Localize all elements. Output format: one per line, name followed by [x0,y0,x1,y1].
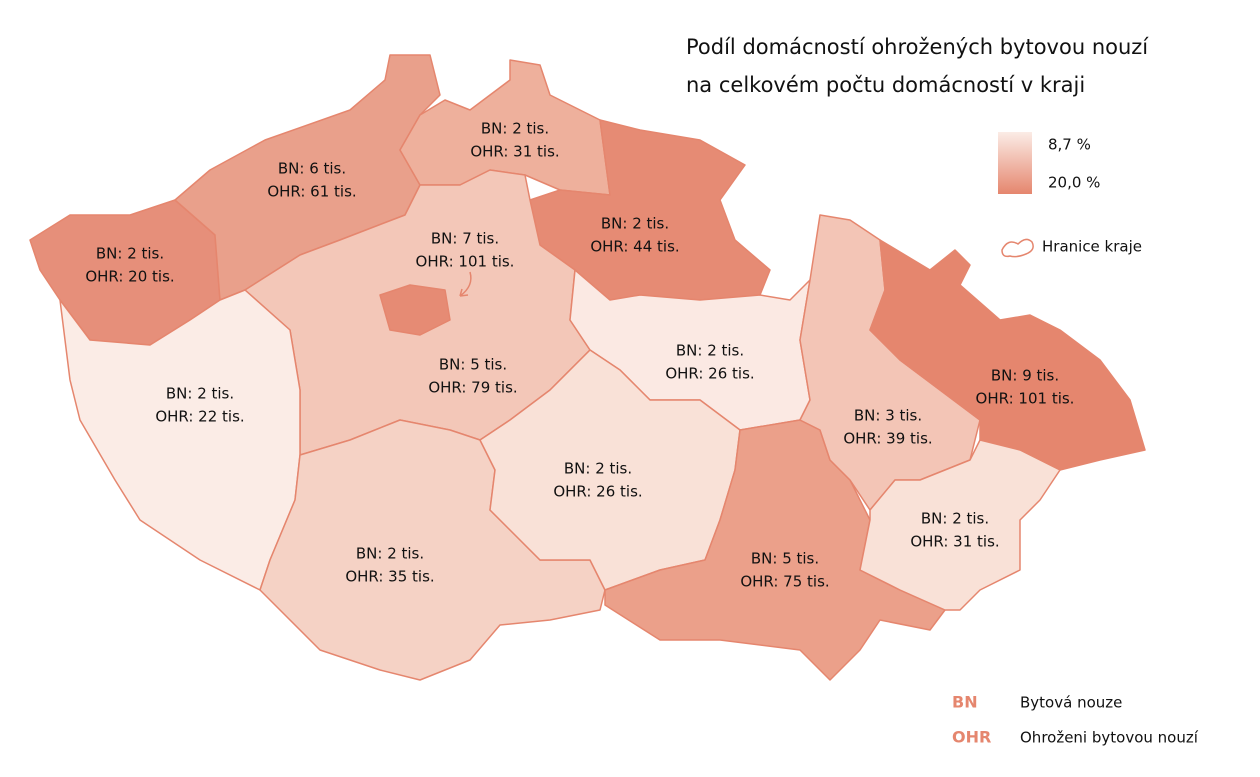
border-label: Hranice kraje [1042,238,1142,256]
abbr: OHR [952,728,991,747]
region [259,419,606,681]
region-bn: BN: 2 tis. [481,120,549,138]
region-ohr: OHR: 61 tis. [267,183,356,201]
title-line: Podíl domácností ohrožených bytovou nouz… [686,35,1149,59]
region-bn: BN: 7 tis. [431,230,499,248]
region-bn: BN: 2 tis. [921,510,989,528]
region-ohr: OHR: 31 tis. [470,143,559,161]
abbr-text: Ohroženi bytovou nouzí [1020,729,1199,747]
region-ohr: OHR: 79 tis. [428,379,517,397]
region-bn: BN: 5 tis. [439,356,507,374]
region-bn: BN: 2 tis. [676,342,744,360]
region-ohr: OHR: 75 tis. [740,573,829,591]
region-ohr: OHR: 35 tis. [345,568,434,586]
color-scale [998,132,1032,194]
region-bn: BN: 3 tis. [854,407,922,425]
abbr-text: Bytová nouze [1020,694,1122,712]
region-bn: BN: 2 tis. [166,385,234,403]
region [859,439,1061,611]
scale-low: 8,7 % [1048,136,1091,154]
region-ohr: OHR: 101 tis. [416,253,515,271]
region-bn: BN: 2 tis. [356,545,424,563]
border-icon [1001,238,1034,258]
region-ohr: OHR: 101 tis. [976,390,1075,408]
region-ohr: OHR: 44 tis. [590,238,679,256]
abbr: BN [952,693,978,712]
region-ohr: OHR: 26 tis. [665,365,754,383]
region-ohr: OHR: 31 tis. [910,533,999,551]
region-ohr: OHR: 26 tis. [553,483,642,501]
region [379,284,451,336]
scale-high: 20,0 % [1048,174,1100,192]
region-bn: BN: 2 tis. [601,215,669,233]
region-ohr: OHR: 22 tis. [155,408,244,426]
region-ohr: OHR: 39 tis. [843,430,932,448]
region-bn: BN: 5 tis. [751,550,819,568]
region [869,239,1146,471]
region-bn: BN: 9 tis. [991,367,1059,385]
title-line: na celkovém počtu domácností v kraji [686,73,1085,97]
prague-arrow [459,271,472,297]
region-bn: BN: 2 tis. [96,245,164,263]
region-ohr: OHR: 20 tis. [85,268,174,286]
region-bn: BN: 2 tis. [564,460,632,478]
region-bn: BN: 6 tis. [278,160,346,178]
